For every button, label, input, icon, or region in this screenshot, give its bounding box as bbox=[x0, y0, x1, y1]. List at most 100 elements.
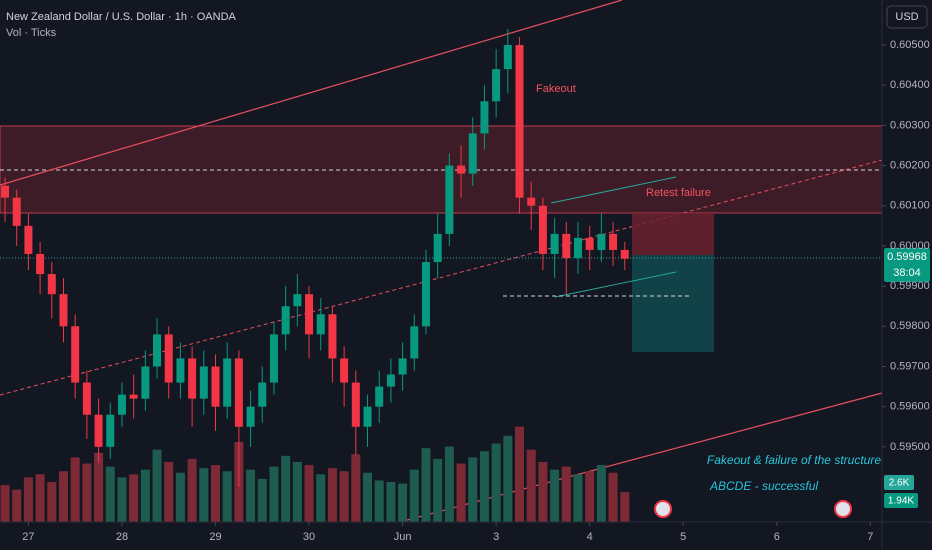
volume-bar bbox=[164, 462, 174, 522]
candle-body bbox=[538, 205, 547, 254]
volume-bar bbox=[515, 426, 525, 522]
x-tick-label: 3 bbox=[493, 531, 499, 543]
candle-body bbox=[36, 253, 45, 275]
candle-body bbox=[1, 185, 10, 198]
candle-body bbox=[59, 294, 68, 327]
candle-body bbox=[550, 233, 559, 254]
volume-bar bbox=[152, 449, 162, 522]
candle-body bbox=[293, 294, 302, 307]
volume-bar bbox=[433, 458, 443, 522]
candle-body bbox=[620, 249, 629, 259]
candle-body bbox=[24, 225, 33, 254]
x-tick-label: 30 bbox=[303, 531, 315, 543]
volume-bar bbox=[386, 482, 396, 522]
volume-last-badge bbox=[884, 493, 918, 508]
chart-subtitle: Vol · Ticks bbox=[6, 27, 57, 39]
candle-body bbox=[585, 237, 594, 250]
volume-bar bbox=[479, 451, 489, 522]
candle-body bbox=[597, 233, 606, 250]
y-tick-label: 0.59900 bbox=[890, 280, 930, 292]
volume-bar bbox=[82, 463, 92, 522]
volume-bar bbox=[538, 462, 548, 522]
volume-bar bbox=[608, 472, 618, 522]
volume-bar bbox=[58, 471, 68, 522]
last-price: 0.59968 bbox=[887, 251, 927, 263]
volume-bar bbox=[129, 474, 139, 522]
candle-body bbox=[82, 382, 91, 415]
candle-body bbox=[573, 237, 582, 258]
candle-body bbox=[12, 197, 21, 226]
candle-body bbox=[316, 314, 325, 335]
volume-bar bbox=[421, 448, 431, 522]
candle-body bbox=[211, 366, 220, 407]
candle-body bbox=[363, 406, 372, 427]
volume-bar bbox=[409, 469, 419, 522]
candle-body bbox=[480, 101, 489, 134]
y-tick-label: 0.60200 bbox=[890, 159, 930, 171]
currency-label: USD bbox=[895, 11, 918, 23]
candle-body bbox=[468, 133, 477, 174]
x-tick-label: 28 bbox=[116, 531, 128, 543]
triangle-lower bbox=[554, 271, 677, 298]
x-tick-label: 29 bbox=[209, 531, 221, 543]
volume-bar bbox=[327, 468, 337, 522]
candle-body bbox=[164, 334, 173, 383]
y-tick-label: 0.59700 bbox=[890, 360, 930, 372]
annotation: Fakeout bbox=[536, 83, 576, 95]
candle-body bbox=[117, 394, 126, 415]
volume-bar bbox=[573, 474, 583, 522]
candle-body bbox=[386, 374, 395, 387]
candle-body bbox=[492, 69, 501, 102]
x-tick-label: 4 bbox=[587, 531, 593, 543]
last-price-badge bbox=[884, 248, 930, 282]
target-zone bbox=[632, 255, 714, 352]
volume-bar bbox=[47, 482, 57, 522]
candle-body bbox=[305, 294, 314, 335]
currency-button[interactable] bbox=[886, 5, 928, 29]
event-flag[interactable] bbox=[834, 500, 852, 518]
volume-bar bbox=[292, 462, 302, 522]
volume-bar bbox=[456, 463, 466, 522]
volume-bar bbox=[269, 466, 279, 522]
volume-bar bbox=[187, 458, 197, 522]
countdown: 38:04 bbox=[893, 267, 921, 279]
candle-body bbox=[351, 382, 360, 427]
volume-ma-badge bbox=[884, 475, 914, 490]
candle-body bbox=[223, 358, 232, 407]
volume-bar bbox=[561, 466, 571, 522]
candle-body bbox=[269, 334, 278, 383]
volume-bar bbox=[105, 466, 115, 522]
volume-bar bbox=[23, 477, 33, 522]
triangle-upper bbox=[550, 176, 677, 204]
candle-body bbox=[47, 274, 56, 295]
volume-bar bbox=[94, 452, 104, 522]
y-tick-label: 0.59800 bbox=[890, 320, 930, 332]
candle-body bbox=[199, 366, 208, 399]
candle-body bbox=[340, 358, 349, 383]
channel-mid bbox=[0, 159, 883, 396]
volume-bar bbox=[70, 457, 80, 522]
event-flag[interactable] bbox=[654, 500, 672, 518]
y-tick-label: 0.60300 bbox=[890, 119, 930, 131]
annotation: Fakeout & failure of the structure bbox=[707, 453, 881, 467]
y-tick-label: 0.60000 bbox=[890, 240, 930, 252]
y-tick-label: 0.60500 bbox=[890, 39, 930, 51]
volume-bar bbox=[304, 465, 314, 522]
candle-body bbox=[562, 233, 571, 258]
volume-bar bbox=[585, 471, 595, 522]
volume-bar bbox=[281, 455, 291, 522]
volume-bar bbox=[211, 465, 221, 522]
chart-title: New Zealand Dollar / U.S. Dollar · 1h · … bbox=[6, 11, 237, 23]
candle-body bbox=[141, 366, 150, 399]
candle-body bbox=[515, 45, 524, 198]
candle-body bbox=[328, 314, 337, 359]
channel-upper bbox=[0, 0, 623, 186]
candle-body bbox=[176, 358, 185, 383]
candle-body bbox=[246, 406, 255, 427]
candle-body bbox=[433, 233, 442, 263]
y-tick-label: 0.60400 bbox=[890, 79, 930, 91]
stop-zone bbox=[632, 213, 714, 255]
